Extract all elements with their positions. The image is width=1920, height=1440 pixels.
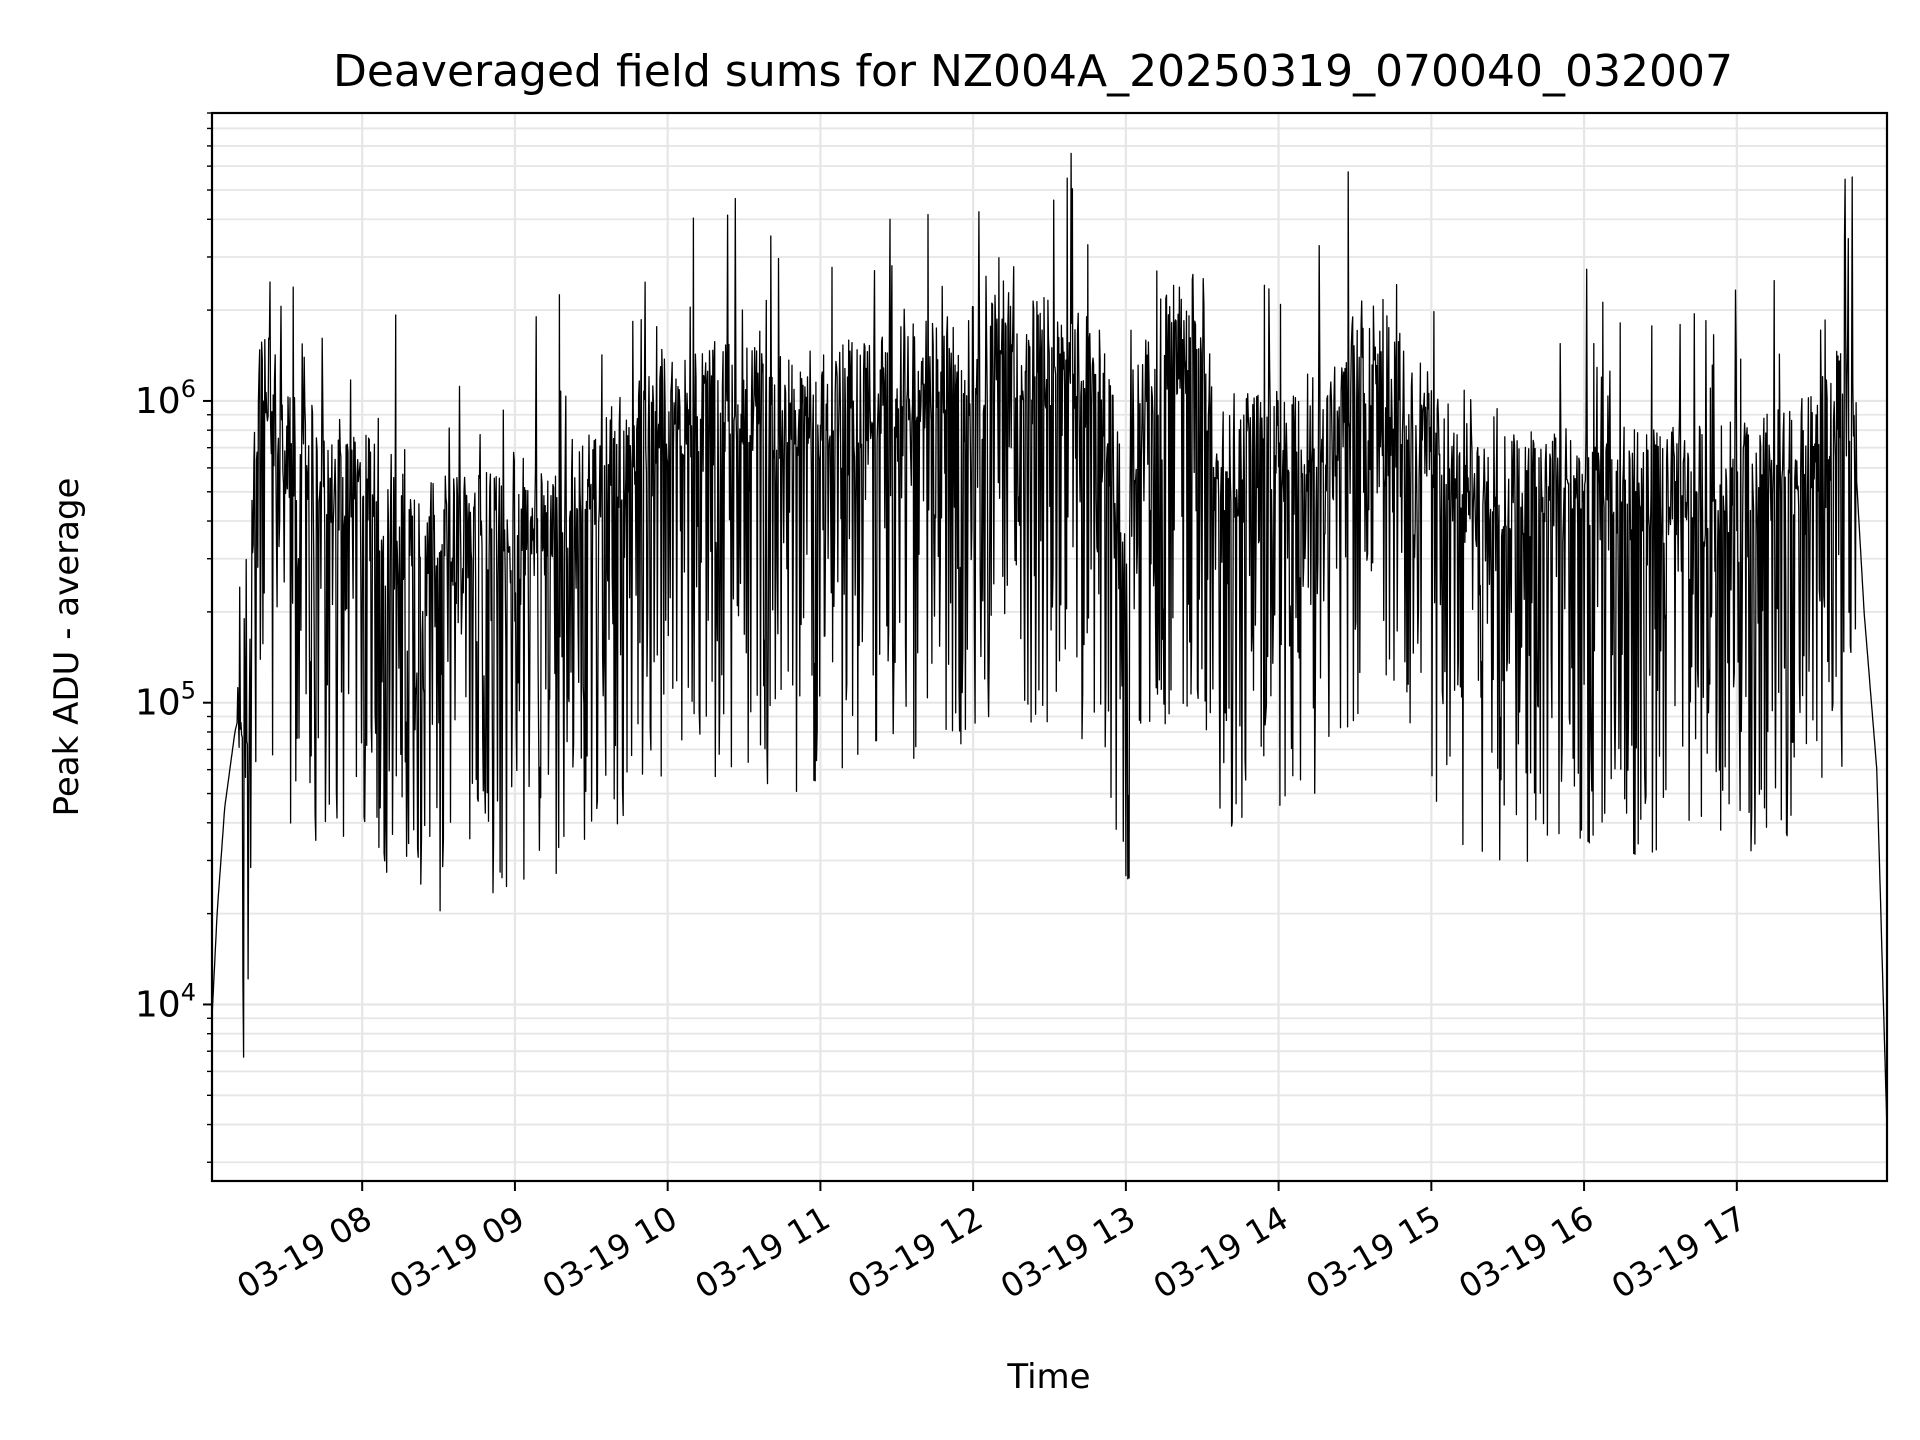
- y-axis-label: Peak ADU - average: [47, 478, 87, 817]
- y-tick-label: 104: [135, 978, 196, 1025]
- y-tick-exponent: 4: [181, 978, 196, 1006]
- series-line: [211, 152, 1888, 1132]
- y-tick-label: 106: [135, 375, 196, 422]
- y-tick-base: 10: [135, 381, 181, 422]
- y-tick-base: 10: [135, 984, 181, 1025]
- chart-title: Deaveraged field sums for NZ004A_2025031…: [333, 46, 1733, 97]
- plot-frame: [210, 111, 1889, 1183]
- y-tick-base: 10: [135, 683, 181, 724]
- y-tick-exponent: 5: [181, 677, 196, 705]
- y-tick-exponent: 6: [181, 375, 196, 403]
- x-axis-label: Time: [1006, 1357, 1090, 1397]
- series-path: [211, 152, 1888, 1132]
- y-tick-label: 105: [135, 677, 196, 724]
